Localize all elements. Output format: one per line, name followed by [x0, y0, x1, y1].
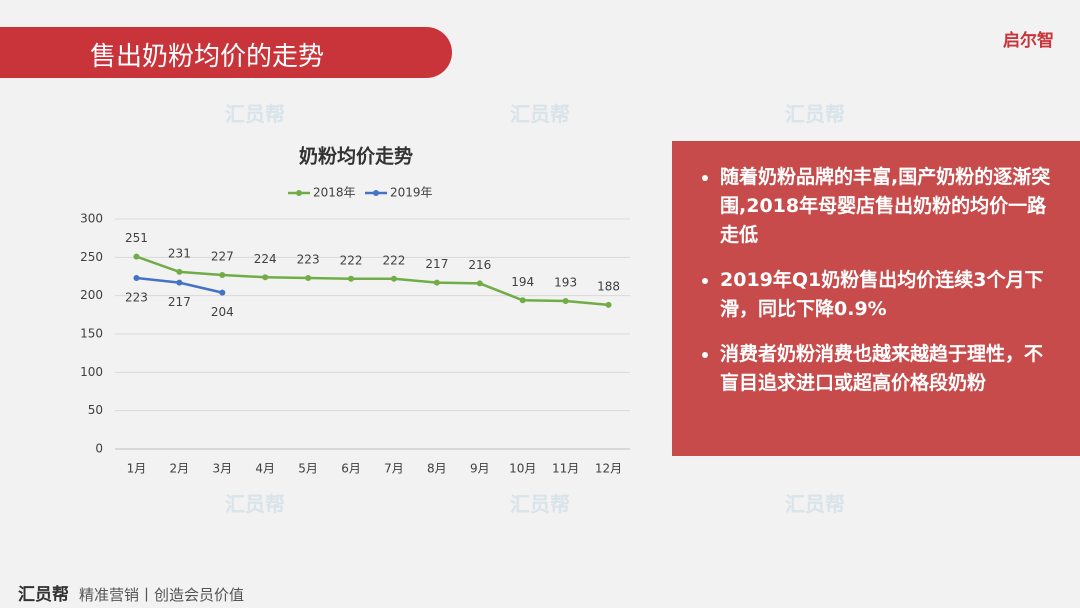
header-bar [0, 27, 452, 78]
watermark: 汇员帮 [510, 492, 570, 516]
x-tick-label: 4月 [255, 462, 275, 476]
x-tick-label: 3月 [212, 462, 232, 476]
x-tick-label: 10月 [509, 462, 536, 476]
bullet: 2019年Q1奶粉售出均价连续3个月下滑，同比下降0.9% [720, 266, 1060, 324]
x-tick-label: 8月 [427, 462, 447, 476]
point [133, 253, 140, 260]
value-label: 204 [211, 305, 234, 319]
point [262, 274, 269, 281]
chart: 奶粉均价走势 0 50 100 150 200 250 300 1月 2月 3月 4月 5月 6月 7月 8… [80, 145, 630, 476]
x-tick-label: 5月 [298, 462, 318, 476]
point [176, 268, 183, 275]
watermark: 汇员帮 [225, 492, 285, 516]
point [519, 297, 526, 304]
value-label: 251 [125, 231, 148, 245]
y-tick-label: 0 [95, 442, 103, 456]
chart-title: 奶粉均价走势 [299, 145, 413, 168]
x-tick-label: 2月 [170, 462, 190, 476]
footer: 汇员帮 精准营销丨创造会员价值 [18, 580, 244, 605]
series-line [136, 255, 609, 307]
point [176, 279, 183, 286]
legend-label: 2019年 [390, 186, 433, 200]
watermark: 汇员帮 [785, 492, 845, 516]
text-box: 随着奶粉品牌的丰富,国产奶粉的逐渐突围,2018年母婴店售出奶粉的均价一路走低 2… [672, 141, 1080, 456]
value-label: 194 [511, 275, 534, 289]
y-tick-label: 250 [80, 250, 103, 264]
point [133, 275, 140, 282]
value-label: 223 [125, 291, 148, 305]
point [476, 280, 483, 287]
value-label: 188 [597, 279, 620, 293]
value-label: 227 [211, 249, 234, 263]
bullet: 消费者奶粉消费也越来越趋于理性，不盲目追求进口或超高价格段奶粉 [720, 340, 1060, 398]
y-tick-label: 50 [88, 403, 103, 417]
x-tick-label: 11月 [552, 462, 579, 476]
legend-swatch [373, 190, 379, 196]
point [348, 275, 355, 282]
watermark: 汇员帮 [510, 102, 570, 126]
legend-swatch [296, 190, 302, 196]
y-tick-label: 100 [80, 365, 103, 379]
point [433, 279, 440, 286]
point [305, 275, 312, 282]
logo: 启尔智 [1003, 31, 1054, 51]
point [562, 298, 569, 305]
value-label: 216 [468, 258, 491, 272]
header-title: 售出奶粉均价的走势 [90, 42, 325, 72]
value-label: 193 [554, 276, 577, 290]
value-label: 222 [383, 253, 406, 267]
watermark: 汇员帮 [785, 102, 845, 126]
value-label: 224 [254, 252, 277, 266]
x-tick-label: 1月 [127, 462, 147, 476]
watermark: 汇员帮 [225, 102, 285, 126]
point [219, 271, 226, 278]
x-tick-label: 12月 [595, 462, 622, 476]
point [219, 289, 226, 296]
y-tick-label: 150 [80, 327, 103, 341]
x-tick-label: 9月 [470, 462, 490, 476]
footer-brand: 汇员帮 [18, 585, 69, 605]
bullet: 随着奶粉品牌的丰富,国产奶粉的逐渐突围,2018年母婴店售出奶粉的均价一路走低 [720, 163, 1060, 250]
value-label: 217 [425, 257, 448, 271]
value-label: 223 [297, 253, 320, 267]
y-tick-label: 300 [80, 212, 103, 226]
point [605, 301, 612, 308]
legend-label: 2018年 [313, 186, 356, 200]
value-label: 217 [168, 295, 191, 309]
point [390, 275, 397, 282]
x-tick-label: 7月 [384, 462, 404, 476]
x-tick-label: 6月 [341, 462, 361, 476]
footer-slogan: 精准营销丨创造会员价值 [79, 586, 245, 604]
bullet-list: 随着奶粉品牌的丰富,国产奶粉的逐渐突围,2018年母婴店售出奶粉的均价一路走低 2… [692, 163, 1060, 398]
y-tick-label: 200 [80, 288, 103, 302]
value-label: 222 [340, 253, 363, 267]
value-label: 231 [168, 246, 191, 260]
